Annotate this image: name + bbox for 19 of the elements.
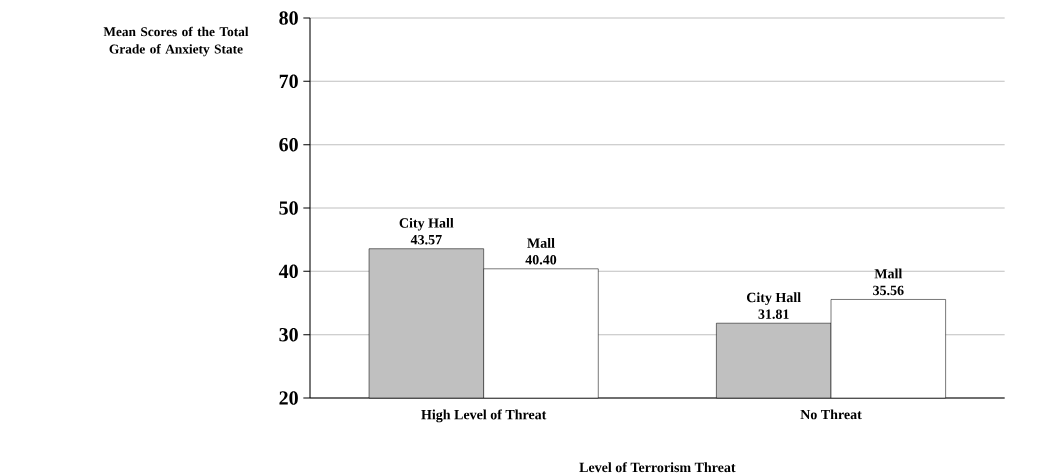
y-tick-label: 20 xyxy=(279,391,298,405)
data-label: 31.81 xyxy=(758,309,789,319)
y-tick-label: 50 xyxy=(279,201,298,215)
text: Mall xyxy=(527,237,555,248)
y-tick-label: 30 xyxy=(279,327,298,342)
series-label: Mall xyxy=(874,268,903,279)
data-label: 40.40 xyxy=(525,255,557,265)
y-tick-label: 70 xyxy=(279,74,298,89)
y-tick-label: 60 xyxy=(279,137,298,152)
y-tick-label: 80 xyxy=(279,11,298,25)
x-tick-label: No Threat xyxy=(800,409,862,420)
data-label: 35.56 xyxy=(873,285,904,296)
series-label: City Hall xyxy=(399,217,454,231)
x-tick-label: High Level of Threat xyxy=(421,409,547,423)
data-label: 43.57 xyxy=(410,235,442,245)
y-tick-label: 40 xyxy=(278,264,298,279)
y-axis-title: Mean Scores of the Total Grade of Anxiety State xyxy=(103,26,249,57)
x-axis-title: Level of Terrorism Threat xyxy=(579,462,736,473)
text: City Hall xyxy=(746,292,801,306)
